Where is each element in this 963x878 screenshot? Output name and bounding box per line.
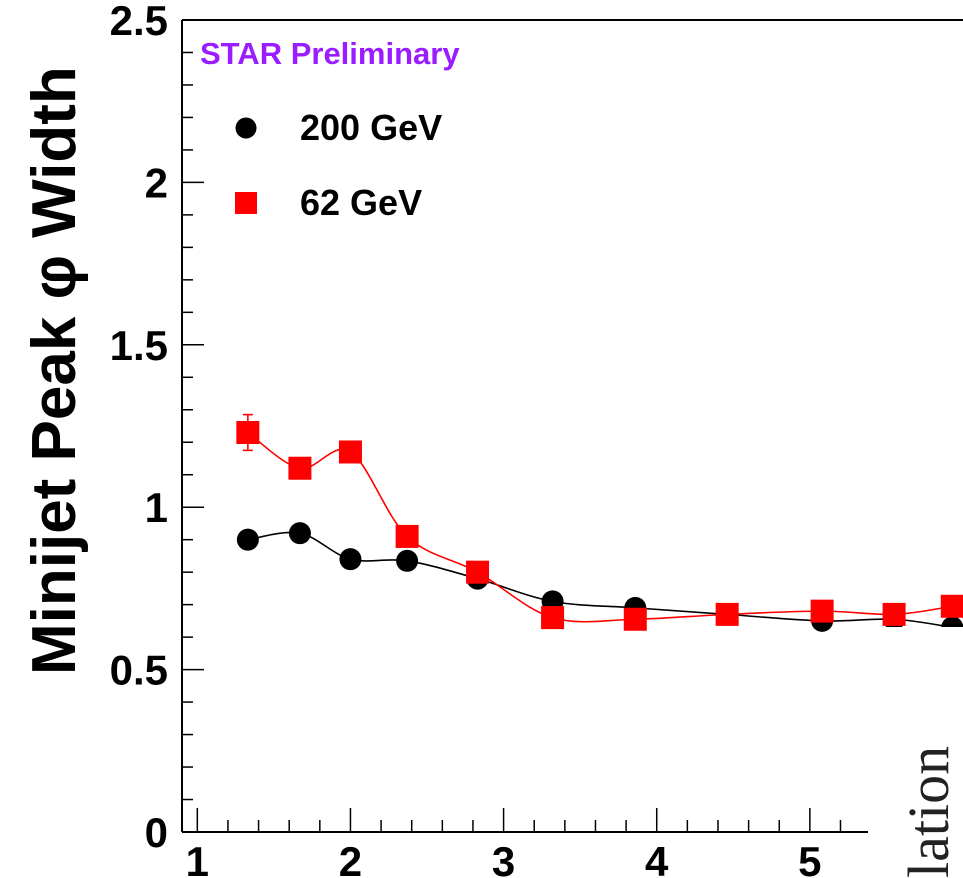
data-point-square (395, 524, 419, 548)
y-tick-label: 1.5 (110, 322, 168, 369)
data-point-square (236, 420, 260, 444)
legend: 200 GeV 62 GeV (235, 107, 442, 223)
y-tick-label: 2 (145, 159, 168, 206)
data-point-square (338, 440, 362, 464)
x-tick-label: 2 (339, 838, 362, 878)
data-point-square (541, 606, 565, 630)
x-tick-label: 3 (492, 838, 515, 878)
y-tick-label: 2.5 (110, 0, 168, 44)
axis-ticks (182, 19, 934, 833)
data-point-circle (396, 549, 419, 572)
plot-frame (181, 19, 963, 833)
y-axis-label: Minijet Peak φ Width (20, 66, 89, 675)
overlay-patch (868, 627, 963, 878)
data-point-circle (236, 528, 259, 551)
series-markers (236, 413, 963, 639)
x-tick-label: 4 (645, 838, 669, 878)
y-tick-labels: 0 0.5 1 1.5 2 2.5 (110, 0, 168, 856)
data-point-circle (339, 548, 362, 571)
x-tick-labels: 1 2 3 4 5 (186, 838, 822, 878)
y-tick-label: 1 (145, 484, 168, 531)
data-point-square (715, 602, 739, 626)
data-point-square (466, 560, 490, 584)
legend-label-62gev: 62 GeV (300, 182, 422, 223)
data-point-square (623, 607, 647, 631)
chart-title: STAR Preliminary (200, 36, 460, 71)
legend-marker-62gev (235, 192, 257, 214)
legend-label-200gev: 200 GeV (300, 107, 442, 148)
data-point-circle (288, 522, 311, 545)
side-text: lation (896, 746, 961, 878)
data-point-square (882, 602, 906, 626)
x-tick-label: 1 (186, 838, 209, 878)
y-tick-label: 0.5 (110, 647, 168, 694)
data-point-square (810, 599, 834, 623)
legend-marker-200gev (235, 117, 257, 139)
y-tick-label: 0 (145, 809, 168, 856)
data-point-square (940, 594, 963, 618)
x-tick-label: 5 (798, 838, 821, 878)
data-point-square (288, 456, 312, 480)
